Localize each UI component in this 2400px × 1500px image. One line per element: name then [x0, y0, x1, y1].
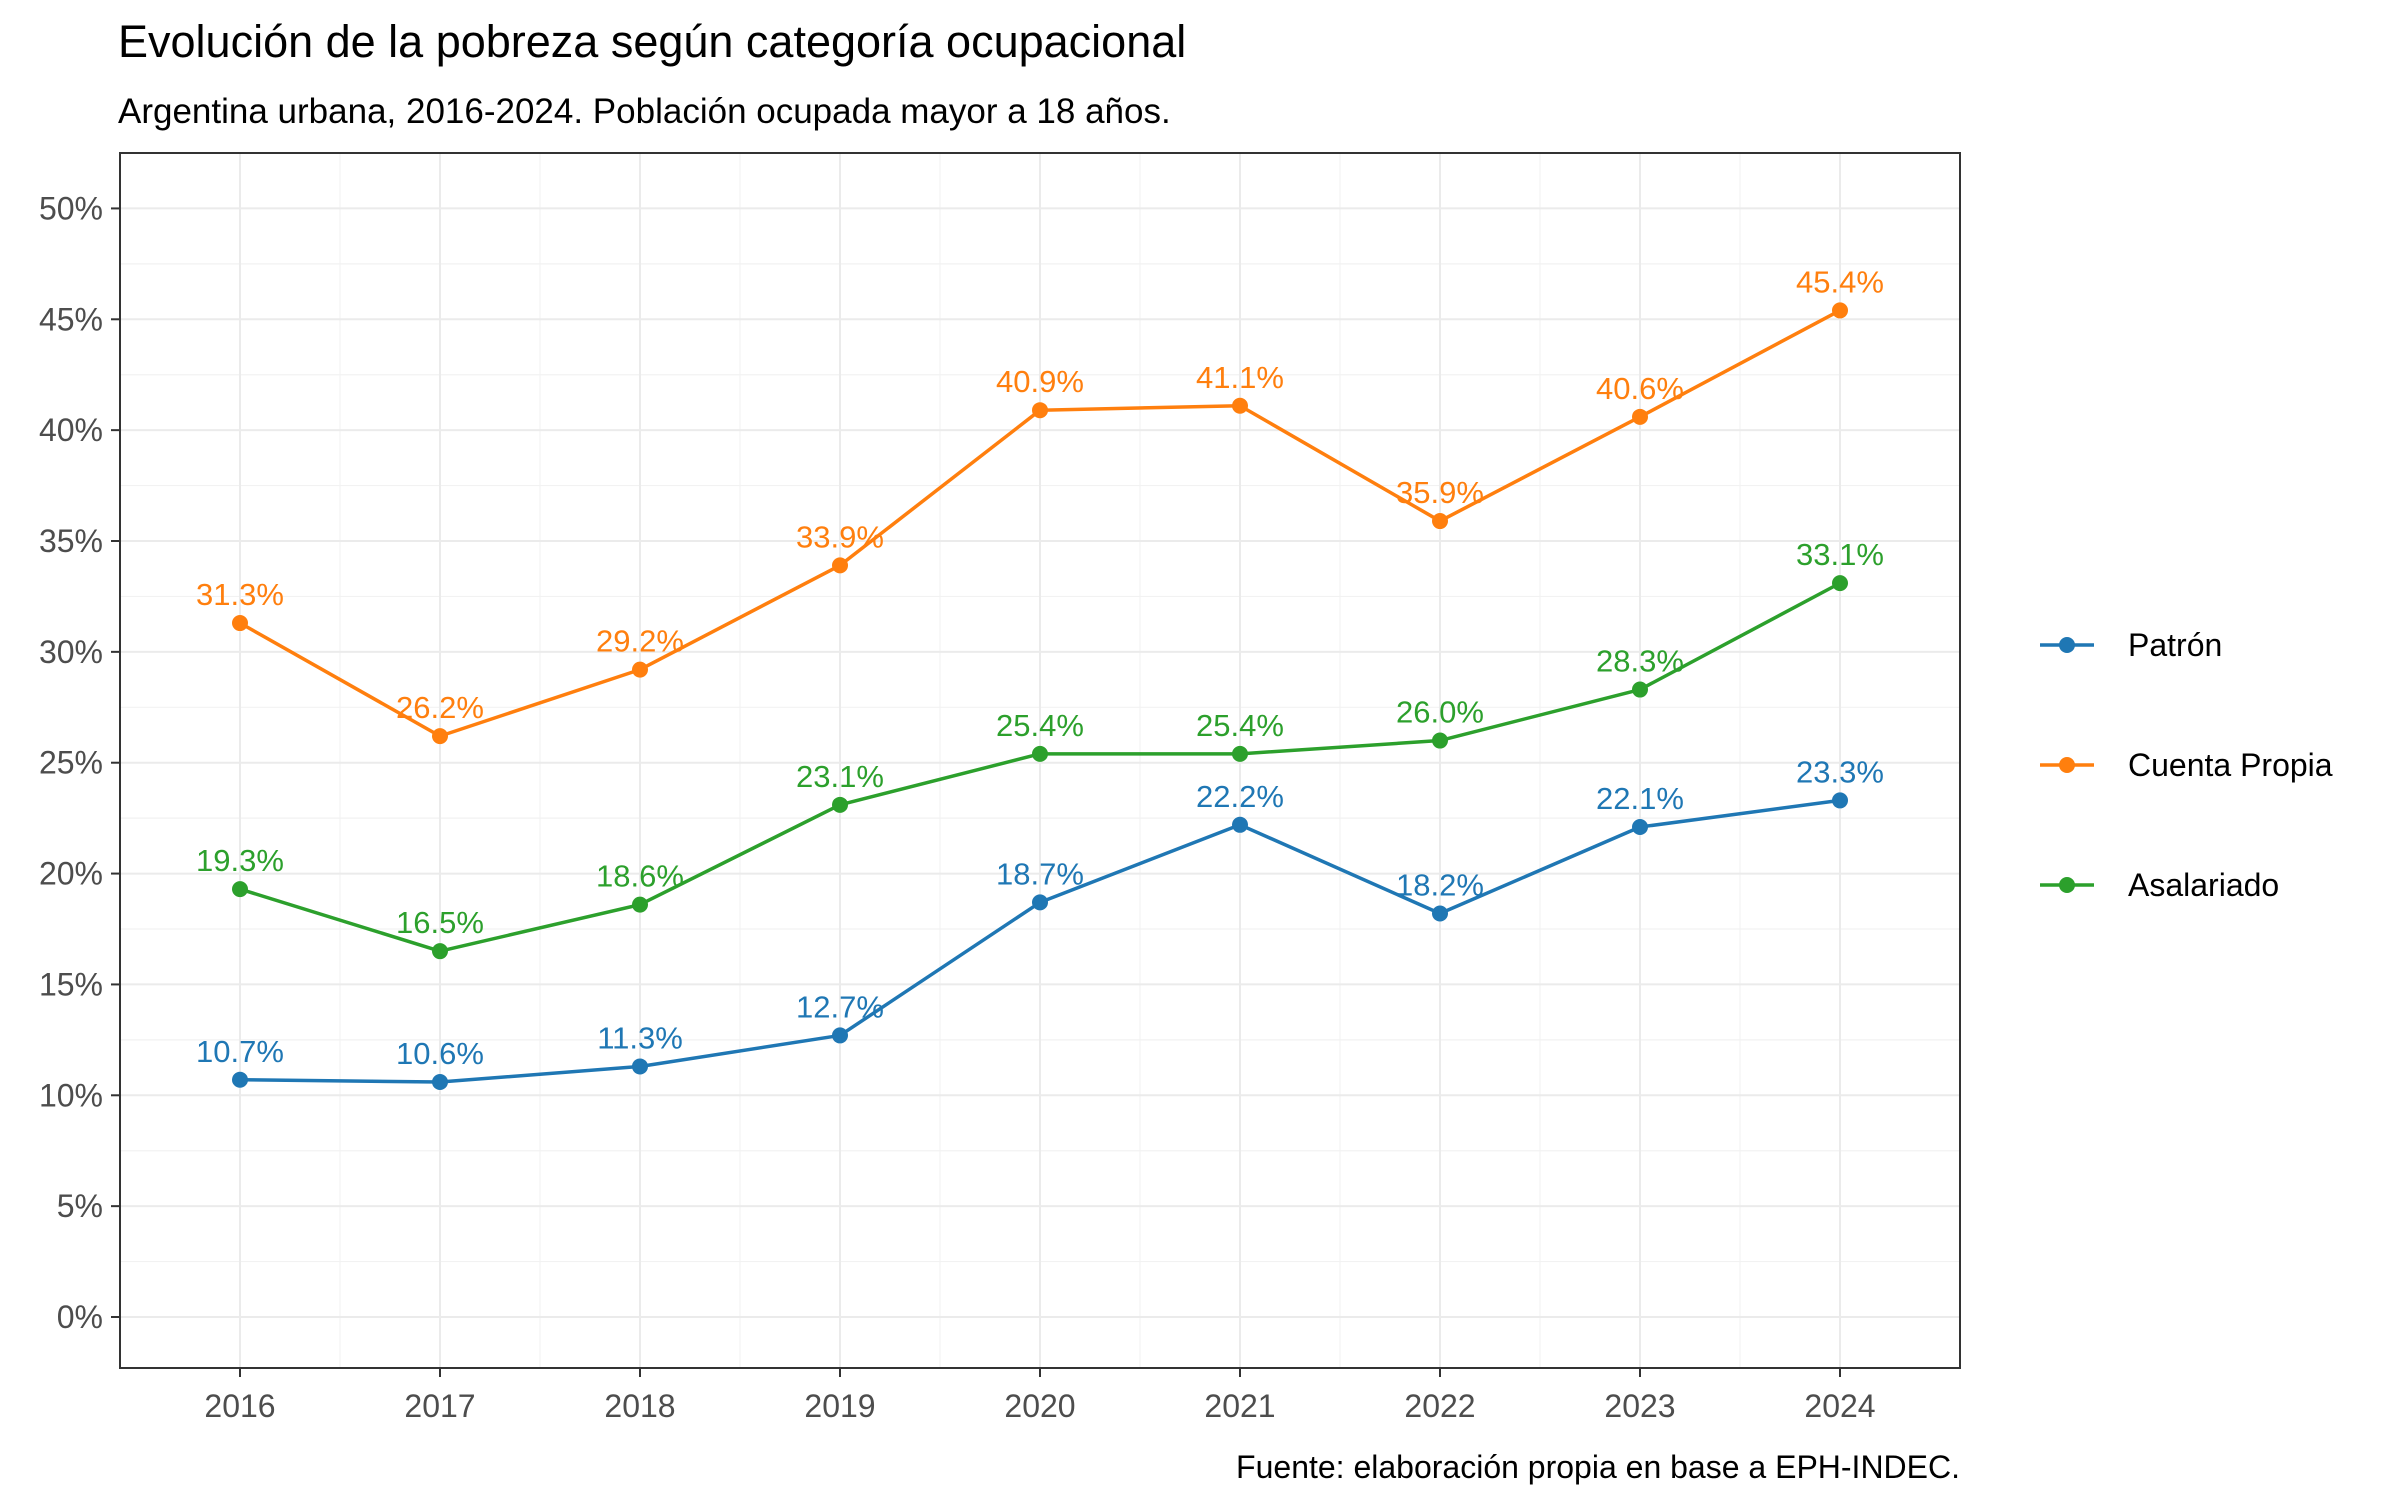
data-label-asalariado: 33.1% — [1796, 537, 1884, 572]
y-tick-label: 20% — [39, 856, 103, 892]
data-point-patron — [1832, 792, 1848, 809]
data-label-cuenta-propia: 29.2% — [596, 624, 684, 659]
x-tick-label: 2017 — [404, 1388, 475, 1424]
legend-label-patron: Patrón — [2128, 627, 2222, 663]
x-tick-label: 2022 — [1404, 1388, 1475, 1424]
x-tick-label: 2020 — [1004, 1388, 1075, 1424]
data-point-patron — [232, 1071, 248, 1088]
data-label-asalariado: 16.5% — [396, 905, 484, 940]
y-tick-label: 25% — [39, 745, 103, 781]
data-point-patron — [632, 1058, 648, 1075]
data-point-cuenta-propia — [1232, 397, 1248, 414]
data-point-cuenta-propia — [232, 615, 248, 632]
data-point-cuenta-propia — [632, 661, 648, 678]
data-point-asalariado — [432, 943, 448, 960]
data-point-patron — [1032, 894, 1048, 911]
x-tick-label: 2018 — [604, 1388, 675, 1424]
chart-caption: Fuente: elaboración propia en base a EPH… — [1236, 1449, 1960, 1485]
data-label-patron: 10.7% — [196, 1034, 284, 1069]
data-label-patron: 23.3% — [1796, 754, 1884, 789]
legend: Patrón Cuenta Propia Asalariado — [2040, 627, 2333, 903]
data-point-patron — [432, 1073, 448, 1090]
data-label-patron: 22.2% — [1196, 779, 1284, 814]
x-tick-label: 2016 — [204, 1388, 275, 1424]
data-label-patron: 18.7% — [996, 856, 1084, 891]
data-point-asalariado — [1232, 745, 1248, 762]
y-tick-label: 15% — [39, 966, 103, 1002]
data-label-asalariado: 25.4% — [1196, 708, 1284, 743]
data-point-cuenta-propia — [1432, 513, 1448, 530]
y-tick-label: 50% — [39, 190, 103, 226]
chart-subtitle: Argentina urbana, 2016-2024. Población o… — [118, 92, 1171, 131]
data-label-cuenta-propia: 35.9% — [1396, 475, 1484, 510]
x-tick-label: 2024 — [1804, 1388, 1875, 1424]
data-label-cuenta-propia: 41.1% — [1196, 360, 1284, 395]
data-point-asalariado — [1632, 681, 1648, 698]
data-label-asalariado: 25.4% — [996, 708, 1084, 743]
data-label-patron: 11.3% — [597, 1020, 683, 1055]
data-point-cuenta-propia — [1832, 302, 1848, 319]
data-label-asalariado: 26.0% — [1396, 695, 1484, 730]
data-label-asalariado: 18.6% — [596, 859, 684, 894]
data-point-cuenta-propia — [432, 728, 448, 745]
data-label-cuenta-propia: 40.6% — [1596, 371, 1684, 406]
data-label-asalariado: 19.3% — [196, 843, 284, 878]
data-point-cuenta-propia — [1632, 408, 1648, 425]
legend-key-point-asalariado — [2059, 877, 2075, 893]
x-tick-label: 2023 — [1604, 1388, 1675, 1424]
data-point-asalariado — [1432, 732, 1448, 749]
chart-title: Evolución de la pobreza según categoría … — [118, 16, 1186, 67]
x-tick-label: 2021 — [1204, 1388, 1275, 1424]
data-point-asalariado — [632, 896, 648, 913]
data-point-cuenta-propia — [1032, 402, 1048, 419]
data-label-cuenta-propia: 40.9% — [996, 364, 1084, 399]
legend-key-point-cuenta-propia — [2059, 757, 2075, 773]
data-label-cuenta-propia: 45.4% — [1796, 264, 1884, 299]
legend-label-asalariado: Asalariado — [2128, 867, 2279, 903]
data-point-patron — [1432, 905, 1448, 922]
y-tick-label: 35% — [39, 523, 103, 559]
y-tick-label: 0% — [57, 1299, 103, 1335]
y-tick-label: 30% — [39, 634, 103, 670]
legend-label-cuenta-propia: Cuenta Propia — [2128, 747, 2333, 783]
data-label-patron: 12.7% — [796, 989, 884, 1024]
data-point-asalariado — [232, 881, 248, 898]
data-label-asalariado: 23.1% — [796, 759, 884, 794]
y-tick-label: 40% — [39, 412, 103, 448]
plot-area: 0% 5% 10% 15% 20% 25% 30% 35% 40% 45% 50% 2016 2017 2… — [39, 152, 1961, 1424]
data-label-cuenta-propia: 26.2% — [396, 690, 484, 725]
data-point-patron — [832, 1027, 848, 1044]
data-label-patron: 22.1% — [1596, 781, 1684, 816]
data-label-asalariado: 28.3% — [1596, 644, 1684, 679]
data-label-patron: 18.2% — [1396, 867, 1484, 902]
data-point-patron — [1632, 819, 1648, 836]
data-label-patron: 10.6% — [396, 1036, 484, 1071]
data-point-cuenta-propia — [832, 557, 848, 574]
y-tick-label: 10% — [39, 1077, 103, 1113]
data-point-asalariado — [1832, 575, 1848, 592]
legend-key-point-patron — [2059, 637, 2075, 653]
y-tick-label: 5% — [57, 1188, 103, 1224]
y-tick-label: 45% — [39, 301, 103, 337]
data-label-cuenta-propia: 31.3% — [196, 577, 284, 612]
data-point-patron — [1232, 816, 1248, 833]
data-point-asalariado — [832, 796, 848, 813]
x-tick-label: 2019 — [804, 1388, 875, 1424]
data-label-cuenta-propia: 33.9% — [796, 519, 884, 554]
data-point-asalariado — [1032, 745, 1048, 762]
